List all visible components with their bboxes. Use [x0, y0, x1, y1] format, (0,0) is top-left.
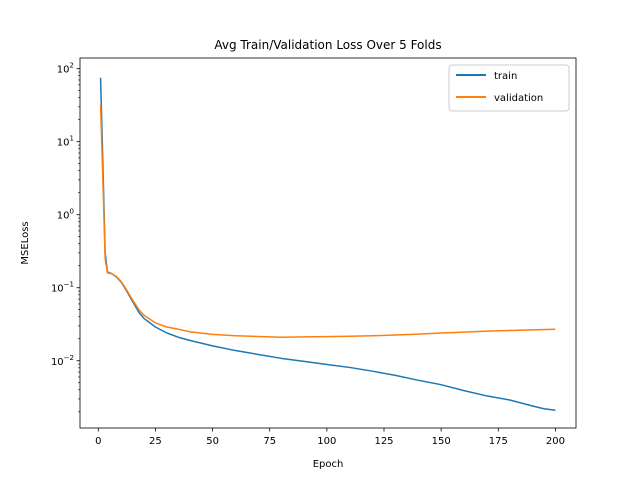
series-layer — [99, 77, 556, 411]
legend-label-train: train — [494, 71, 517, 82]
legend-box — [448, 64, 570, 112]
x-tick-label: 200 — [546, 436, 565, 447]
x-tick-label: 175 — [489, 436, 508, 447]
y-tick-label: 102 — [57, 62, 74, 76]
y-axis-label: MSELoss — [20, 221, 31, 264]
y-tick-label: 10−2 — [51, 354, 74, 368]
y-tick-label: 10−1 — [51, 281, 74, 295]
y-tick-label: 100 — [57, 208, 74, 222]
chart-title: Avg Train/Validation Loss Over 5 Folds — [214, 38, 441, 52]
y-tick-label: 101 — [57, 135, 74, 149]
x-tick-label: 25 — [149, 436, 162, 447]
plot-area-frame — [79, 57, 577, 429]
legend: train validation — [448, 64, 570, 112]
x-tick-label: 50 — [206, 436, 219, 447]
x-tick-label: 150 — [432, 436, 451, 447]
x-axis-label: Epoch — [313, 459, 344, 470]
series-line-validation — [99, 104, 556, 338]
legend-label-validation: validation — [494, 93, 543, 104]
y-axis: 10−2 10−1 100 101 102 — [51, 62, 80, 413]
x-tick-label: 75 — [263, 436, 276, 447]
x-axis: 0 25 50 75 100 125 150 175 200 — [95, 428, 565, 447]
x-tick-label: 100 — [317, 436, 336, 447]
x-tick-label: 0 — [95, 436, 101, 447]
x-tick-label: 125 — [374, 436, 393, 447]
